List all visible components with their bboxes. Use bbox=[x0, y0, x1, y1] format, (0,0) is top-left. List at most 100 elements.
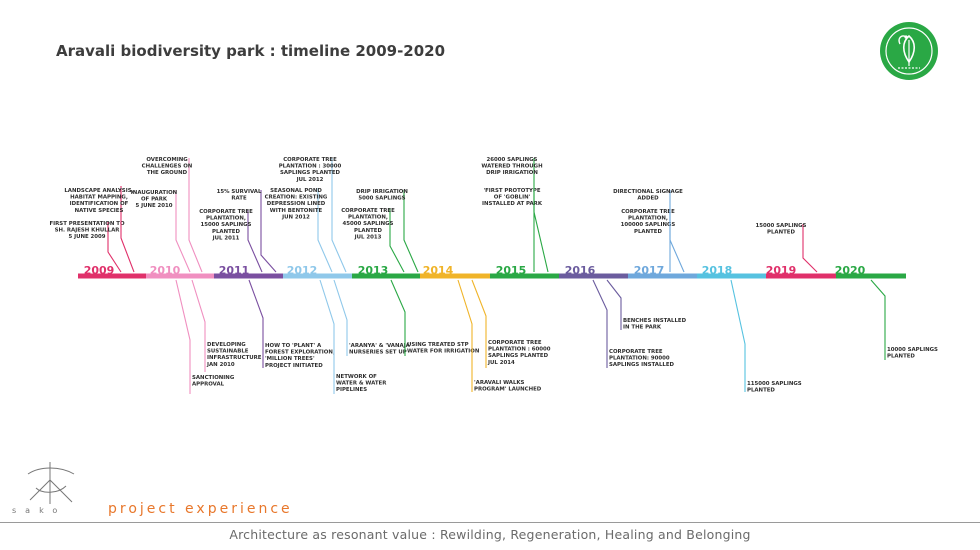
axis-segment bbox=[628, 273, 697, 279]
event-label-line: OF 'GOBLIN' bbox=[494, 195, 531, 201]
event-label-line: PLANTED bbox=[212, 229, 240, 235]
event-label-line: IN THE PARK bbox=[623, 325, 662, 331]
event-connector bbox=[802, 224, 818, 273]
event-label-line: 5 JUNE 2010 bbox=[135, 203, 172, 209]
event-label-line: 15000 SAPLINGS bbox=[756, 223, 807, 229]
year-label: 2013 bbox=[358, 264, 389, 277]
event-label-line: JAN 2010 bbox=[206, 362, 235, 368]
event-label-line: CORPORATE TREE bbox=[609, 349, 663, 355]
event-label-line: INSTALLED AT PARK bbox=[482, 201, 543, 207]
year-label: 2016 bbox=[565, 264, 596, 277]
event-connector bbox=[260, 190, 277, 273]
event-label-line: 'ARANYA' & 'VANAJA' bbox=[349, 343, 412, 349]
year-label: 2012 bbox=[287, 264, 318, 277]
event-label-line: PLANTED bbox=[887, 354, 915, 360]
event-connector bbox=[247, 210, 263, 273]
event-label-line: PLANTED bbox=[747, 388, 775, 394]
event-connector bbox=[669, 210, 685, 273]
sako-logo-icon bbox=[27, 462, 75, 504]
event-label-line: CORPORATE TREE bbox=[283, 157, 337, 163]
event-label-line: DRIP IRRIGATION bbox=[486, 170, 538, 176]
event-connector bbox=[533, 158, 549, 273]
event-connector bbox=[317, 188, 333, 273]
event-label-line: NATIVE SPECIES bbox=[75, 208, 124, 214]
event-label-line: THE GROUND bbox=[147, 170, 188, 176]
event-label-line: FOREST EXPLORATION, bbox=[265, 350, 335, 356]
year-label: 2009 bbox=[84, 264, 115, 277]
event-label-line: CHALLENGES ON bbox=[142, 164, 193, 170]
event-connector bbox=[333, 279, 348, 356]
event-label-line: 15000 SAPLINGS bbox=[201, 222, 252, 228]
event-label-line: 5000 SAPLINGS bbox=[358, 196, 405, 202]
event-connector bbox=[730, 279, 746, 392]
event-label-line: IDENTIFICATION OF bbox=[70, 201, 129, 207]
event-connector bbox=[175, 190, 191, 273]
leaf-emblem-icon bbox=[885, 27, 933, 75]
year-label: 2020 bbox=[835, 264, 866, 277]
event-label-line: PLANTATION, bbox=[628, 216, 668, 222]
event-label-line: PROGRAM' LAUNCHED bbox=[474, 387, 542, 393]
axis-segment bbox=[283, 273, 352, 279]
axis-segment bbox=[214, 273, 283, 279]
event-label-line: INAUGURATION bbox=[131, 190, 178, 196]
event-label-line: PLANTATION : 30000 bbox=[279, 164, 342, 170]
event-label-line: JUL 2011 bbox=[212, 235, 240, 241]
event-label-line: PROJECT INITIATED bbox=[265, 363, 323, 369]
event-label-line: SH. RAJESH KHULLAR bbox=[55, 228, 121, 234]
year-label: 2019 bbox=[766, 264, 797, 277]
axis-segment bbox=[352, 273, 420, 279]
event-label-line: HABITAT MAPPING, bbox=[70, 195, 128, 201]
axis-segment bbox=[766, 273, 836, 279]
event-label-line: DRIP IRRIGATION bbox=[356, 189, 408, 195]
event-label-line: FIRST PRESENTATION TO bbox=[49, 221, 124, 227]
event-label: 'ARANYA' & 'VANAJA'NURSERIES SET UP bbox=[349, 343, 412, 356]
event-connector bbox=[191, 279, 206, 372]
event-connector bbox=[457, 279, 473, 392]
event-label-line: USING TREATED STP bbox=[407, 342, 469, 348]
year-label: 2017 bbox=[634, 264, 665, 277]
event-label-line: SAPLINGS INSTALLED bbox=[609, 362, 675, 368]
event-label-line: PLANTATION, bbox=[348, 215, 388, 221]
event-label: LANDSCAPE ANALYSIS,HABITAT MAPPING,IDENT… bbox=[64, 188, 133, 214]
event-label-line: 15% SURVIVAL bbox=[217, 189, 262, 195]
event-connector bbox=[606, 279, 622, 330]
event-connector bbox=[107, 222, 122, 273]
event-label-line: SUSTAINABLE bbox=[207, 349, 249, 355]
event-label-line: JUL 2013 bbox=[354, 234, 382, 240]
timeline-diagram: 2009 2010 2011 2012 2013 2014 2015 2016 2017 2018… bbox=[49, 157, 938, 394]
event-label-line: SAPLINGS PLANTED bbox=[488, 353, 549, 359]
event-connector bbox=[120, 186, 135, 273]
event-label-line: 26000 SAPLINGS bbox=[487, 157, 538, 163]
event-label-line: NETWORK OF bbox=[336, 374, 377, 380]
tagline: Architecture as resonant value : Rewildi… bbox=[229, 527, 751, 542]
event-label-line: CREATION: EXISTING bbox=[265, 195, 328, 201]
event-label-line: 10000 SAPLINGS bbox=[887, 347, 938, 353]
event-label-line: INFRASTRUCTURE bbox=[207, 355, 262, 361]
event-connector bbox=[870, 279, 886, 360]
event-label-line: OVERCOMING bbox=[146, 157, 188, 163]
event-connector bbox=[248, 279, 264, 368]
event-label-line: SEASONAL POND bbox=[270, 188, 322, 194]
axis-segment bbox=[697, 273, 766, 279]
event-label-line: ADDED bbox=[637, 196, 659, 202]
event-label-line: 100000 SAPLINGS bbox=[621, 222, 676, 228]
page-title: Aravali biodiversity park : timeline 200… bbox=[56, 42, 446, 60]
event-connector bbox=[390, 279, 406, 356]
event-label-line: PLANTATION : 60000 bbox=[488, 347, 551, 353]
event-label-line: 115000 SAPLINGS bbox=[747, 381, 802, 387]
axis-segment bbox=[146, 273, 214, 279]
year-label: 2010 bbox=[150, 264, 181, 277]
